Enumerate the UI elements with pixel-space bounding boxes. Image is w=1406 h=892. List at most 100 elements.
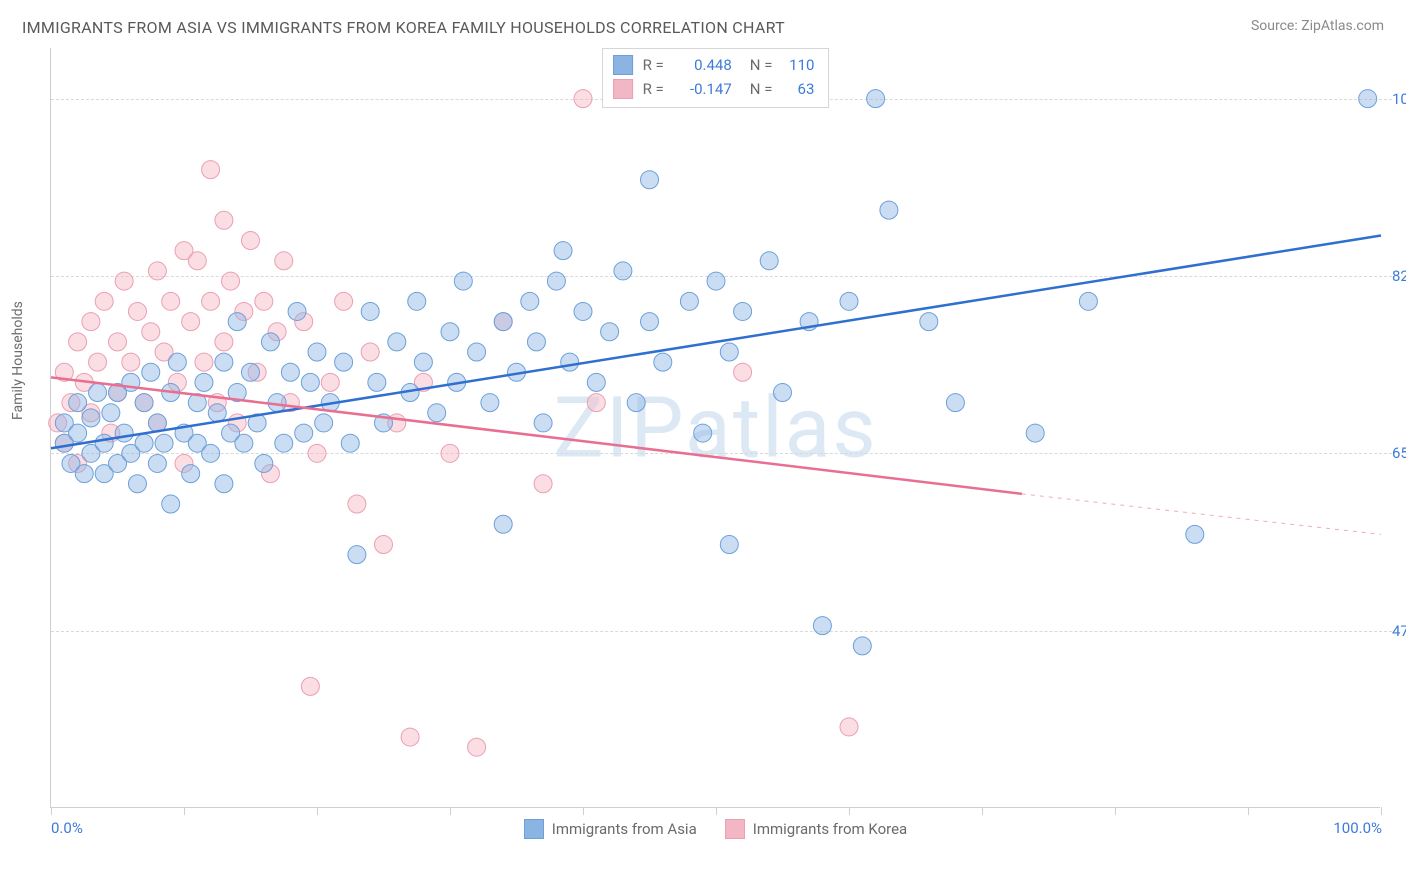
korea-point bbox=[202, 161, 220, 179]
x-tick bbox=[716, 807, 717, 815]
x-tick bbox=[1115, 807, 1116, 815]
korea-point bbox=[242, 232, 260, 250]
asia-point bbox=[102, 404, 120, 422]
asia-point bbox=[494, 515, 512, 533]
korea-point bbox=[162, 292, 180, 310]
legend-R-value: -0.147 bbox=[670, 80, 732, 98]
asia-regression-line bbox=[51, 235, 1381, 448]
asia-point bbox=[215, 353, 233, 371]
korea-point bbox=[840, 718, 858, 736]
asia-point bbox=[694, 424, 712, 442]
asia-point bbox=[335, 353, 353, 371]
asia-point bbox=[720, 343, 738, 361]
asia-point bbox=[601, 323, 619, 341]
asia-point bbox=[75, 465, 93, 483]
asia-point bbox=[468, 343, 486, 361]
asia-point bbox=[281, 363, 299, 381]
asia-point bbox=[89, 384, 107, 402]
asia-point bbox=[561, 353, 579, 371]
x-tick bbox=[1248, 807, 1249, 815]
x-tick bbox=[849, 807, 850, 815]
asia-point bbox=[135, 394, 153, 412]
plot-area: ZIPatlas 47.5%65.0%82.5%100.0% 0.0%100.0… bbox=[50, 48, 1380, 808]
korea-point bbox=[182, 313, 200, 331]
asia-point bbox=[720, 536, 738, 554]
korea-point bbox=[255, 292, 273, 310]
korea-point bbox=[215, 211, 233, 229]
asia-point bbox=[587, 373, 605, 391]
asia-point bbox=[840, 292, 858, 310]
asia-point bbox=[361, 302, 379, 320]
asia-point bbox=[853, 637, 871, 655]
x-tick bbox=[450, 807, 451, 815]
y-axis-label: Family Households bbox=[10, 301, 26, 420]
legend-R-value: 0.448 bbox=[670, 56, 732, 74]
korea-point bbox=[215, 333, 233, 351]
source-attribution: Source: ZipAtlas.com bbox=[1251, 18, 1384, 34]
asia-point bbox=[135, 434, 153, 452]
asia-point bbox=[774, 384, 792, 402]
korea-point bbox=[308, 444, 326, 462]
asia-point bbox=[813, 617, 831, 635]
chart-title: IMMIGRANTS FROM ASIA VS IMMIGRANTS FROM … bbox=[22, 18, 785, 37]
korea-point bbox=[128, 302, 146, 320]
asia-point bbox=[574, 302, 592, 320]
korea-point bbox=[275, 252, 293, 270]
asia-point bbox=[880, 201, 898, 219]
asia-point bbox=[481, 394, 499, 412]
y-tick-label: 100.0% bbox=[1392, 90, 1406, 108]
asia-point bbox=[341, 434, 359, 452]
asia-point bbox=[128, 475, 146, 493]
asia-point bbox=[654, 353, 672, 371]
series-legend-item-asia: Immigrants from Asia bbox=[524, 819, 697, 839]
asia-point bbox=[1026, 424, 1044, 442]
asia-point bbox=[428, 404, 446, 422]
asia-point bbox=[315, 414, 333, 432]
asia-point bbox=[148, 454, 166, 472]
asia-point bbox=[527, 333, 545, 351]
x-tick bbox=[317, 807, 318, 815]
asia-point bbox=[275, 434, 293, 452]
asia-point bbox=[142, 363, 160, 381]
asia-point bbox=[301, 373, 319, 391]
asia-point bbox=[521, 292, 539, 310]
korea-point bbox=[109, 333, 127, 351]
asia-point bbox=[1186, 525, 1204, 543]
korea-point bbox=[734, 363, 752, 381]
korea-point bbox=[195, 353, 213, 371]
asia-point bbox=[288, 302, 306, 320]
legend-row-asia: R =0.448N =110 bbox=[613, 53, 815, 77]
series-legend-label: Immigrants from Asia bbox=[552, 820, 697, 838]
asia-point bbox=[627, 394, 645, 412]
x-tick bbox=[51, 807, 52, 815]
y-tick-label: 82.5% bbox=[1392, 267, 1406, 285]
asia-point bbox=[228, 313, 246, 331]
asia-point bbox=[641, 171, 659, 189]
series-legend-label: Immigrants from Korea bbox=[753, 820, 907, 838]
korea-point bbox=[534, 475, 552, 493]
asia-point bbox=[534, 414, 552, 432]
korea-point bbox=[69, 333, 87, 351]
asia-point bbox=[255, 454, 273, 472]
korea-point bbox=[95, 292, 113, 310]
asia-point bbox=[614, 262, 632, 280]
asia-point bbox=[182, 465, 200, 483]
legend-R-label: R = bbox=[643, 56, 664, 74]
asia-point bbox=[441, 323, 459, 341]
korea-point bbox=[202, 292, 220, 310]
asia-point bbox=[69, 394, 87, 412]
asia-point bbox=[155, 434, 173, 452]
korea-point bbox=[142, 323, 160, 341]
korea-point bbox=[82, 313, 100, 331]
x-tick bbox=[184, 807, 185, 815]
asia-point bbox=[348, 546, 366, 564]
asia-point bbox=[162, 495, 180, 513]
asia-point bbox=[454, 272, 472, 290]
korea-point bbox=[361, 343, 379, 361]
asia-point bbox=[680, 292, 698, 310]
asia-point bbox=[554, 242, 572, 260]
asia-point bbox=[368, 373, 386, 391]
x-tick bbox=[982, 807, 983, 815]
asia-point bbox=[920, 313, 938, 331]
asia-point bbox=[235, 434, 253, 452]
